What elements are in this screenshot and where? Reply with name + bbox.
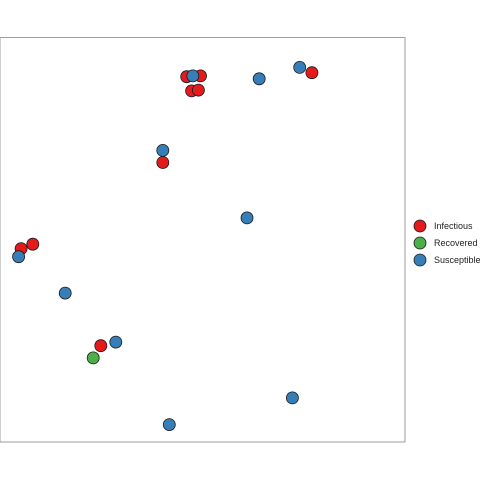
- series-infectious: [14, 66, 319, 353]
- plot-panel-background: [0, 37, 405, 442]
- series-susceptible: [12, 61, 307, 432]
- point-recovered-0: [86, 351, 100, 365]
- point-susceptible-7: [109, 335, 123, 349]
- point-susceptible-2: [293, 61, 307, 74]
- point-susceptible-4: [240, 211, 254, 225]
- point-infectious-8: [94, 339, 108, 353]
- legend-label-recovered: Recovered: [434, 238, 478, 248]
- legend: Infectious Recovered Susceptible: [413, 219, 480, 267]
- point-susceptible-3: [156, 143, 170, 157]
- point-susceptible-6: [58, 286, 72, 300]
- point-susceptible-1: [252, 72, 266, 86]
- point-infectious-7: [26, 237, 40, 251]
- point-infectious-3: [191, 83, 205, 97]
- point-infectious-4: [305, 66, 319, 80]
- plot-panel-border: [0, 37, 406, 443]
- point-susceptible-5: [12, 250, 26, 264]
- point-susceptible-0: [186, 69, 200, 83]
- legend-key-recovered: [413, 236, 427, 250]
- point-infectious-5: [156, 156, 170, 169]
- legend-label-infectious: Infectious: [434, 221, 473, 231]
- data-points: [12, 61, 319, 432]
- point-susceptible-9: [162, 418, 176, 432]
- legend-label-susceptible: Susceptible: [434, 255, 480, 265]
- point-susceptible-8: [285, 391, 299, 405]
- legend-key-susceptible: [413, 253, 427, 267]
- legend-key-infectious: [413, 219, 427, 233]
- series-recovered: [86, 351, 100, 365]
